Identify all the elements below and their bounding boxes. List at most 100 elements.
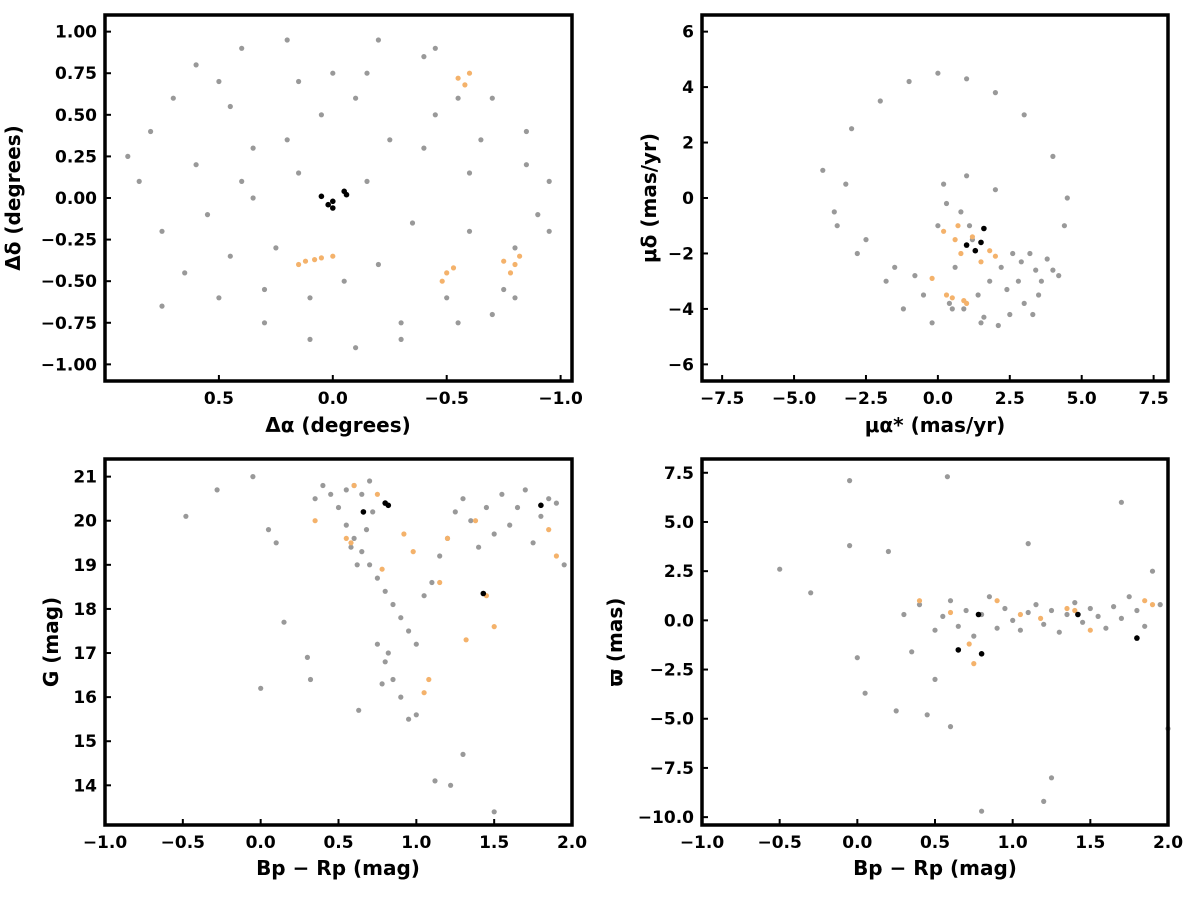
data-point-field (561, 562, 567, 568)
data-point-field (421, 145, 427, 151)
data-point-field (940, 613, 946, 620)
data-point-field (1030, 311, 1036, 318)
y-tick-label: 0.00 (55, 189, 97, 209)
data-point-members (450, 265, 457, 271)
data-point-field (1025, 609, 1031, 616)
x-axis-label: Bp − Rp (mag) (256, 856, 420, 880)
data-point-field (136, 178, 142, 184)
y-tick-label: −10.0 (638, 808, 694, 828)
data-point-members (1142, 598, 1148, 604)
data-point-field (916, 602, 923, 608)
data-point-members (1038, 615, 1044, 622)
data-point-field (216, 295, 222, 301)
y-tick-label: −0.50 (41, 272, 97, 292)
y-axis-label: ϖ (mas) (603, 598, 627, 687)
data-point-field (250, 474, 256, 480)
data-point-field (328, 491, 334, 497)
data-point-members (1087, 627, 1093, 633)
data-point-field (455, 95, 461, 101)
data-point-field (387, 137, 393, 143)
x-tick-label: −2.5 (844, 389, 888, 409)
data-point-field (491, 809, 497, 815)
data-point-field (437, 553, 443, 559)
y-tick-label: −6 (668, 355, 694, 375)
data-point-members (553, 553, 560, 559)
data-point-field (981, 314, 987, 320)
data-point-members (1149, 602, 1156, 608)
data-point-field (947, 724, 954, 730)
y-tick-label: 0.25 (55, 147, 97, 167)
data-point-field (1015, 278, 1022, 284)
data-point-field (385, 650, 391, 656)
data-point-members (302, 258, 309, 264)
data-point-field (307, 676, 314, 683)
axes-frame (103, 13, 574, 383)
data-point-members (1064, 605, 1070, 612)
data-point-special (978, 651, 985, 657)
data-point-field (227, 103, 233, 110)
data-point-special (1075, 611, 1081, 618)
data-point-field (312, 496, 318, 502)
x-axis-label: μα* (mas/yr) (865, 413, 1006, 437)
data-point-field (489, 95, 495, 101)
data-point-field (273, 245, 279, 251)
data-point-field (335, 504, 342, 511)
x-tick-label: 2.0 (1153, 833, 1183, 853)
data-point-members (296, 261, 302, 268)
data-point-field (906, 78, 912, 85)
data-point-field (863, 237, 869, 243)
data-point-field (382, 588, 388, 594)
data-point-field (148, 128, 154, 135)
data-point-field (330, 70, 336, 76)
data-point-special (318, 193, 325, 200)
y-axis-label: G (mag) (39, 597, 63, 687)
data-point-field (900, 306, 907, 312)
y-tick-label: 20 (73, 512, 97, 532)
y-tick-label: 17 (73, 644, 97, 664)
data-point-members (348, 540, 354, 546)
data-point-field (499, 491, 505, 497)
data-point-field (955, 623, 961, 629)
data-point-field (1050, 153, 1056, 159)
y-tick-label: 0.50 (55, 106, 97, 126)
points-color-magnitude (183, 474, 567, 815)
data-point-members (379, 566, 385, 572)
y-tick-label: −0.25 (41, 231, 97, 251)
data-point-special (978, 239, 984, 246)
axes-frame (700, 13, 1170, 383)
data-point-field (1033, 267, 1039, 273)
data-point-field (941, 181, 947, 187)
ticks-proper-motions: −7.5 −5.0 −2.5 0.0 2.5 5.0 7.5 6 4 2 0 −2 −4 −6 (668, 23, 1169, 409)
data-point-members (1017, 611, 1024, 618)
data-point-field (546, 496, 552, 502)
points-sky-positions (125, 37, 552, 351)
data-point-field (125, 153, 131, 159)
data-point-field (514, 504, 521, 511)
data-point-field (1021, 112, 1027, 118)
data-point-field (351, 535, 357, 542)
data-point-field (1010, 617, 1016, 624)
data-point-field (932, 627, 938, 633)
data-point-field (1061, 223, 1067, 229)
data-point-members (992, 253, 999, 259)
data-point-field (523, 162, 530, 168)
data-point-field (448, 782, 454, 788)
x-axis-label: Δα (degrees) (265, 413, 411, 437)
data-point-special (330, 205, 336, 211)
data-point-field (946, 300, 953, 306)
data-point-field (1021, 300, 1027, 306)
data-point-field (250, 145, 256, 151)
data-point-field (1111, 604, 1117, 610)
data-point-field (476, 544, 482, 550)
data-point-field (909, 649, 915, 655)
data-point-special (972, 247, 979, 254)
data-point-members (952, 237, 958, 243)
data-point-field (413, 641, 419, 647)
data-point-special (981, 225, 987, 232)
data-point-field (847, 478, 853, 484)
data-point-field (958, 209, 964, 215)
data-point-special (538, 502, 544, 509)
data-point-field (1157, 602, 1163, 608)
data-point-members (1072, 607, 1078, 614)
data-point-field (546, 228, 552, 234)
